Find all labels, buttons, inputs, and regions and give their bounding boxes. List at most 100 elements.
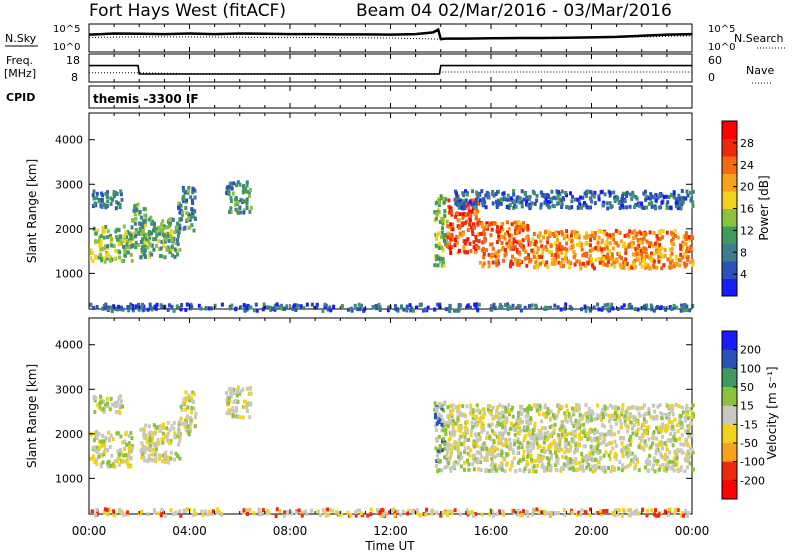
range-cell xyxy=(563,450,567,455)
range-cell xyxy=(597,197,601,202)
range-cell xyxy=(141,229,145,234)
range-cell xyxy=(540,426,544,431)
range-cell xyxy=(593,457,597,462)
range-cell xyxy=(459,512,462,517)
time-tick-label: 12:00 xyxy=(373,524,408,538)
range-cell xyxy=(541,251,544,256)
range-cell xyxy=(305,511,309,516)
range-cell xyxy=(516,415,520,420)
range-cell xyxy=(545,202,549,207)
range-cell xyxy=(664,307,668,312)
range-cell xyxy=(527,197,531,202)
range-cell xyxy=(584,308,588,313)
range-cell xyxy=(600,247,604,252)
range-cell xyxy=(645,462,649,467)
range-cell xyxy=(225,391,229,395)
range-cell xyxy=(579,429,583,434)
range-cell xyxy=(229,394,233,399)
range-cell xyxy=(657,247,661,252)
range-cell xyxy=(434,243,438,248)
range-cell xyxy=(134,230,138,235)
range-cell xyxy=(451,424,455,428)
range-cell xyxy=(92,189,96,194)
range-cell xyxy=(242,187,246,192)
range-cell xyxy=(574,234,577,239)
range-cell xyxy=(126,229,130,234)
range-cell xyxy=(490,460,494,465)
range-cell xyxy=(690,409,694,414)
range-cell xyxy=(144,433,148,438)
range-cell xyxy=(687,511,691,515)
range-cell xyxy=(609,450,613,455)
colorbar-swatch xyxy=(722,405,737,425)
range-cell xyxy=(107,507,111,512)
range-cell xyxy=(451,237,455,242)
range-cell xyxy=(681,513,685,518)
range-cell xyxy=(435,211,439,216)
range-cell xyxy=(684,509,688,513)
range-cell xyxy=(457,418,461,423)
range-cell xyxy=(569,457,572,462)
range-cell xyxy=(482,255,486,260)
range-cell xyxy=(532,232,536,236)
range-cell xyxy=(570,199,574,204)
range-cell xyxy=(491,446,495,451)
range-cell xyxy=(490,227,494,232)
range-cell xyxy=(473,211,477,216)
range-cell xyxy=(605,201,609,206)
range-cell xyxy=(129,236,133,240)
range-cell xyxy=(89,256,93,261)
range-cell xyxy=(326,307,330,312)
range-cell xyxy=(123,447,126,451)
range-cell xyxy=(507,239,511,244)
range-cell xyxy=(508,412,511,417)
range-cell xyxy=(128,238,132,243)
range-cell xyxy=(687,249,691,254)
range-cell xyxy=(686,456,690,461)
range-cell xyxy=(682,442,686,447)
range-cell xyxy=(647,437,651,442)
range-cell xyxy=(440,245,444,250)
range-cell xyxy=(148,302,152,307)
range-cell xyxy=(179,203,183,208)
range-cell xyxy=(469,248,473,253)
range-cell xyxy=(102,410,106,414)
range-cell xyxy=(685,453,689,458)
range-cell xyxy=(522,449,526,454)
range-cell xyxy=(353,303,357,308)
range-cell xyxy=(647,265,651,270)
range-cell xyxy=(127,441,131,446)
range-cell xyxy=(593,201,597,206)
range-cell xyxy=(691,467,695,472)
range-cell xyxy=(236,385,240,390)
range-cell xyxy=(474,457,478,462)
range-cell xyxy=(243,308,247,313)
range-cell xyxy=(227,191,231,196)
range-cell xyxy=(555,232,559,237)
range-cell xyxy=(437,402,441,407)
range-cell xyxy=(640,426,644,431)
range-cell xyxy=(474,419,478,423)
range-cell xyxy=(672,195,676,200)
range-cell xyxy=(155,243,158,248)
range-cell xyxy=(635,511,638,516)
range-cell xyxy=(577,403,581,408)
range-cell xyxy=(173,457,176,462)
range-cell xyxy=(593,445,597,450)
range-cell xyxy=(160,510,164,515)
range-cell xyxy=(434,463,438,468)
range-cell xyxy=(499,431,503,436)
range-cell xyxy=(485,224,489,229)
range-cell xyxy=(657,259,661,264)
range-cell xyxy=(335,510,339,515)
range-cell xyxy=(504,440,508,445)
range-cell xyxy=(587,463,591,468)
range-cell xyxy=(601,415,605,420)
range-cell xyxy=(560,198,564,203)
range-cell xyxy=(462,202,466,207)
range-cell xyxy=(546,265,550,269)
range-cell xyxy=(154,450,158,455)
range-cell xyxy=(676,449,680,453)
range-cell xyxy=(140,303,144,308)
range-cell xyxy=(648,230,652,235)
